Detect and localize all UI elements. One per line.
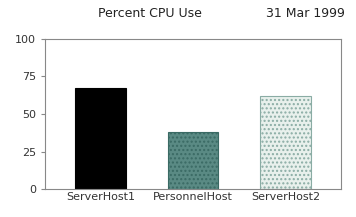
Bar	[75, 88, 126, 189]
Bar	[168, 132, 219, 189]
Text: Percent CPU Use: Percent CPU Use	[98, 7, 201, 20]
Bar	[260, 96, 311, 189]
Text: 31 Mar 1999: 31 Mar 1999	[266, 7, 345, 20]
